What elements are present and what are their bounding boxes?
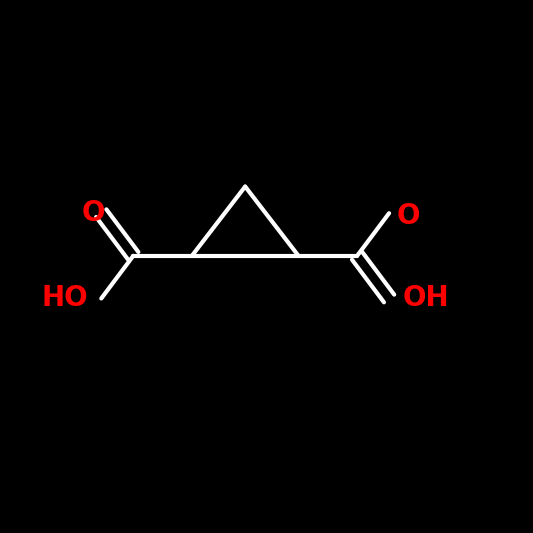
Text: O: O (397, 202, 421, 230)
Text: HO: HO (42, 285, 88, 312)
Text: O: O (82, 199, 105, 227)
Text: OH: OH (402, 285, 449, 312)
